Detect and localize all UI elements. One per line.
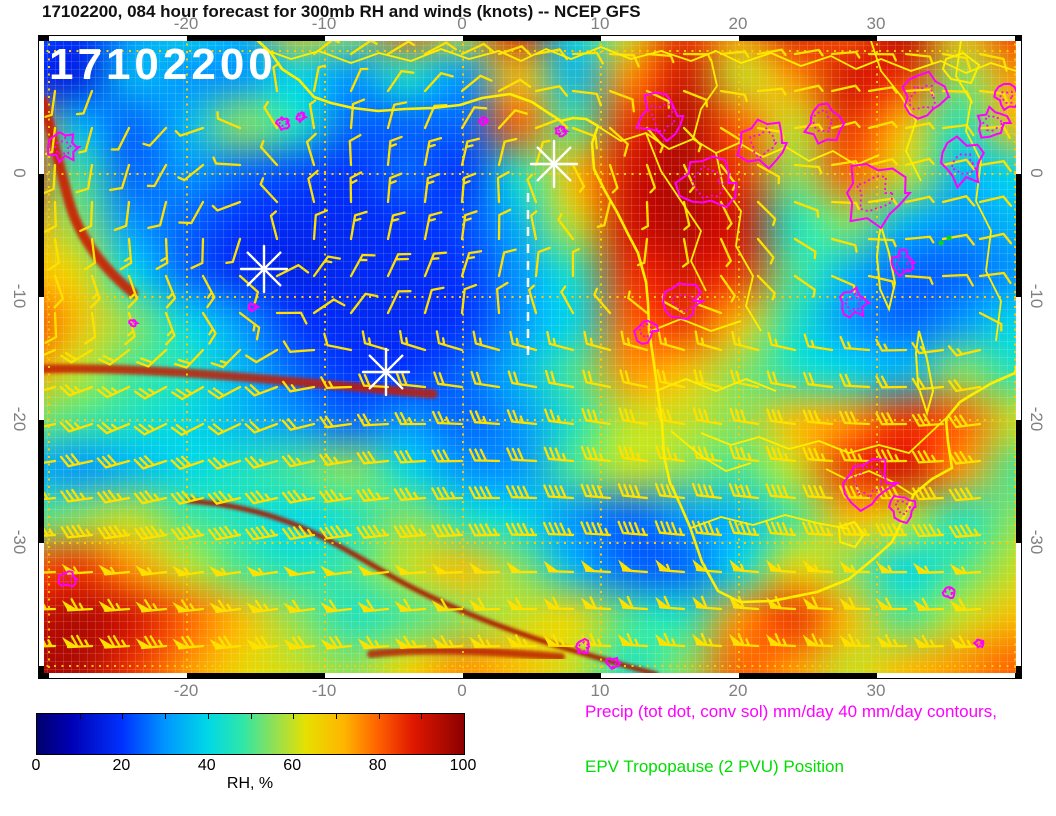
x-tick-label: 30 <box>866 14 886 33</box>
colorbar-tick <box>165 714 167 719</box>
colorbar-tick <box>335 714 337 719</box>
x-tick-label: 0 <box>457 681 467 700</box>
colorbar-tick <box>122 714 124 719</box>
colorbar-tick <box>79 714 81 719</box>
wind-barbs-layer <box>39 38 1013 650</box>
colorbar-tick-label: 40 <box>197 757 216 774</box>
y-tick-label: -30 <box>1027 529 1046 555</box>
colorbar-tick-label: 0 <box>31 757 41 774</box>
datetime-overlay: 17102200 <box>49 40 277 89</box>
colorbar-tick <box>293 714 295 719</box>
legend-precip: Precip (tot dot, conv sol) mm/day 40 mm/… <box>585 702 997 721</box>
station-star-marker <box>361 347 411 397</box>
colorbar-tick-label: 80 <box>368 757 387 774</box>
x-tick-label: 30 <box>866 681 886 700</box>
y-tick-label: 0 <box>1027 168 1046 178</box>
precip-contour-layer <box>47 70 1021 671</box>
x-tick-label: -20 <box>173 14 199 33</box>
y-tick-label: -10 <box>1027 283 1046 309</box>
map-panel: 17102200 <box>38 35 1022 679</box>
x-tick-label: 10 <box>590 14 610 33</box>
station-star-marker <box>239 244 289 294</box>
colorbar-tick-label: 100 <box>449 757 477 774</box>
colorbar-gradient <box>36 713 465 755</box>
x-tick-label: -20 <box>173 681 199 700</box>
y-tick-label: -30 <box>10 529 29 555</box>
colorbar-tick-label: 20 <box>112 757 131 774</box>
colorbar-tick <box>250 714 252 719</box>
x-tick-label: 20 <box>728 681 748 700</box>
coastline-layer <box>254 37 1021 604</box>
colorbar-tick <box>421 714 423 719</box>
figure-title: 17102200, 084 hour forecast for 300mb RH… <box>42 2 641 21</box>
y-tick-label: 0 <box>10 168 29 178</box>
station-star-marker <box>529 139 579 189</box>
x-tick-label: 20 <box>728 14 748 33</box>
x-tick-label: -10 <box>311 14 337 33</box>
colorbar-axis-label: RH, % <box>226 775 274 792</box>
y-tick-label: -20 <box>10 406 29 432</box>
colorbar-tick <box>378 714 380 719</box>
station-marker-layer <box>239 139 579 397</box>
x-tick-label: 10 <box>590 681 610 700</box>
y-tick-label: -20 <box>1027 406 1046 432</box>
colorbar-tick <box>207 714 209 719</box>
legend-epv: EPV Tropopause (2 PVU) Position <box>585 757 844 776</box>
epv-tropopause-layer <box>938 235 952 246</box>
colorbar-tick-label: 60 <box>283 757 302 774</box>
x-tick-label: -10 <box>311 681 337 700</box>
x-tick-label: 0 <box>457 14 467 33</box>
frame-band-layer <box>39 36 1021 678</box>
y-tick-label: -10 <box>10 283 29 309</box>
graticule-layer <box>39 36 1021 678</box>
map-overlay-svg <box>39 36 1021 678</box>
